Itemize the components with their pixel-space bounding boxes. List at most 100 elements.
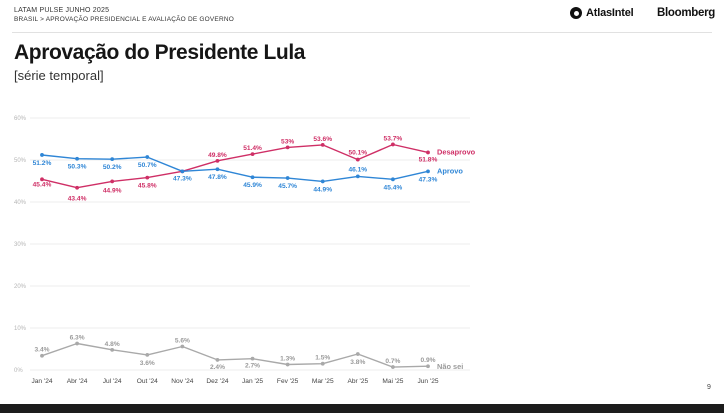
data-label-aprovo: 51.2% (33, 160, 52, 167)
y-tick-label: 60% (14, 116, 27, 122)
data-label-nao_sei: 1.3% (280, 356, 295, 363)
bottom-bar (0, 404, 724, 413)
data-label-nao_sei: 0.7% (385, 358, 400, 365)
x-tick-label: Abr '25 (347, 378, 368, 385)
data-label-desaprovo: 53.7% (384, 135, 403, 142)
data-point-desaprovo (215, 158, 220, 163)
data-point-desaprovo (285, 145, 290, 150)
data-point-aprovo (391, 177, 395, 182)
data-label-aprovo: 45.7% (278, 183, 297, 190)
legend-label-desaprovo: Desaprovo (437, 147, 476, 156)
data-label-desaprovo: 49.8% (208, 152, 227, 159)
data-label-desaprovo: 45.4% (33, 181, 52, 188)
data-label-nao_sei: 3.6% (140, 360, 155, 367)
y-tick-label: 0% (14, 368, 23, 374)
data-label-nao_sei: 2.7% (245, 363, 260, 370)
data-point-aprovo (215, 167, 220, 172)
data-label-nao_sei: 0.9% (420, 357, 435, 364)
x-tick-label: Jul '24 (103, 378, 122, 385)
data-label-nao_sei: 1.5% (315, 355, 330, 362)
data-point-aprovo (250, 175, 255, 180)
data-point-aprovo (180, 169, 185, 174)
data-point-nao_sei (250, 356, 255, 361)
report-title: LATAM PULSE JUNHO 2025 (14, 7, 110, 14)
atlas-logo-icon (570, 7, 582, 19)
data-label-aprovo: 47.3% (173, 175, 192, 182)
bloomberg-logo: Bloomberg (657, 7, 715, 19)
data-label-nao_sei: 4.8% (105, 341, 120, 348)
data-label-desaprovo: 43.4% (68, 196, 87, 203)
data-point-nao_sei (215, 358, 220, 362)
data-point-nao_sei (391, 365, 395, 369)
data-point-aprovo (355, 174, 360, 179)
data-point-desaprovo (145, 175, 150, 180)
data-label-desaprovo: 51.4% (243, 145, 262, 152)
data-label-desaprovo: 45.8% (138, 183, 157, 190)
y-tick-label: 30% (14, 242, 27, 248)
data-label-aprovo: 50.7% (138, 162, 157, 169)
x-tick-label: Nov '24 (171, 378, 193, 385)
y-tick-label: 50% (14, 158, 27, 164)
data-point-desaprovo (320, 142, 325, 147)
data-point-aprovo (75, 156, 79, 161)
data-point-aprovo (320, 179, 325, 184)
data-point-nao_sei (145, 352, 150, 357)
data-point-nao_sei (110, 347, 115, 352)
x-tick-label: Jun '25 (417, 378, 438, 385)
header-divider (12, 32, 712, 33)
data-point-nao_sei (426, 364, 430, 369)
x-tick-label: Dez '24 (206, 378, 228, 385)
data-point-nao_sei (320, 361, 325, 366)
data-point-aprovo (145, 155, 150, 159)
data-point-aprovo (285, 176, 290, 180)
x-tick-label: Out '24 (137, 378, 158, 385)
data-label-aprovo: 50.2% (103, 164, 122, 171)
data-label-nao_sei: 3.8% (350, 359, 365, 366)
data-point-desaprovo (110, 179, 115, 184)
data-label-nao_sei: 6.3% (70, 335, 85, 342)
data-label-nao_sei: 3.4% (34, 347, 49, 354)
data-point-desaprovo (391, 142, 395, 147)
data-label-nao_sei: 5.6% (175, 337, 190, 344)
atlas-logo-text: AtlasIntel (586, 7, 634, 19)
data-point-nao_sei (40, 353, 44, 358)
page-subtitle: [série temporal] (14, 68, 104, 83)
page-title: Aprovação do Presidente Lula (14, 41, 306, 64)
data-label-aprovo: 47.8% (208, 174, 227, 181)
data-point-aprovo (110, 157, 115, 162)
data-point-desaprovo (355, 157, 360, 162)
series-line-nao_sei (41, 342, 429, 368)
data-label-aprovo: 50.3% (68, 164, 87, 171)
data-point-desaprovo (250, 152, 255, 157)
y-tick-label: 10% (14, 326, 27, 332)
page-number: 9 (707, 384, 711, 391)
data-point-aprovo (40, 153, 44, 157)
data-point-nao_sei (180, 344, 185, 349)
series-line-desaprovo (41, 143, 429, 189)
data-point-nao_sei (355, 352, 360, 356)
legend-label-nao_sei: Não sei (437, 362, 463, 371)
data-point-desaprovo (40, 177, 44, 182)
data-point-desaprovo (426, 150, 430, 155)
data-point-nao_sei (285, 362, 290, 367)
x-tick-label: Abr '24 (67, 378, 88, 385)
series-line-aprovo (41, 154, 429, 183)
data-label-aprovo: 45.4% (384, 184, 403, 191)
data-label-desaprovo: 50.1% (348, 150, 367, 157)
data-label-desaprovo: 51.8% (419, 156, 438, 163)
data-label-nao_sei: 2.4% (210, 364, 225, 371)
data-label-aprovo: 44.9% (313, 186, 332, 193)
atlasintel-logo: AtlasIntel (570, 7, 634, 19)
data-label-aprovo: 47.3% (419, 176, 438, 183)
legend-label-aprovo: Aprovo (437, 166, 463, 175)
x-tick-label: Jan '25 (242, 378, 263, 385)
y-tick-label: 20% (14, 284, 27, 290)
x-tick-label: Fev '25 (277, 378, 299, 385)
data-point-nao_sei (75, 341, 79, 346)
x-tick-label: Mar '25 (312, 378, 334, 385)
data-label-aprovo: 45.9% (243, 182, 262, 189)
x-tick-label: Mai '25 (382, 378, 403, 385)
data-label-desaprovo: 53.6% (313, 136, 332, 143)
data-label-desaprovo: 53% (281, 138, 294, 145)
